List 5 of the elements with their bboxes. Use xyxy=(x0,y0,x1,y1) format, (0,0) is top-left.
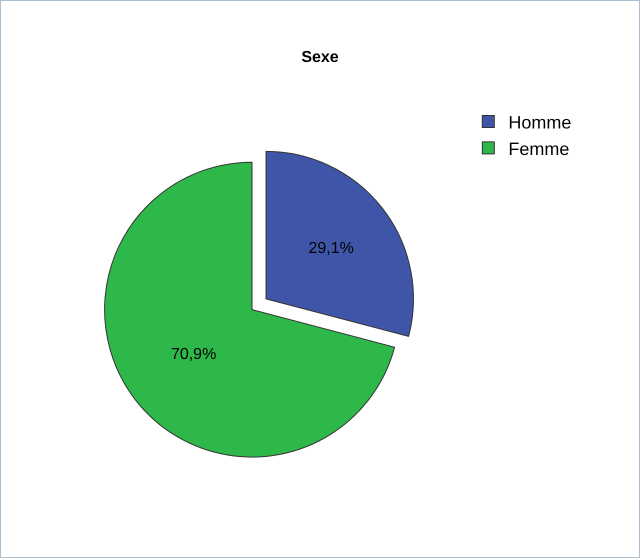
chart-title: Sexe xyxy=(301,49,339,66)
data-label: 70,9% xyxy=(170,346,216,364)
legend-label: Homme xyxy=(508,112,572,132)
data-label: 29,1% xyxy=(308,240,354,258)
legend-label: Femme xyxy=(508,138,570,159)
